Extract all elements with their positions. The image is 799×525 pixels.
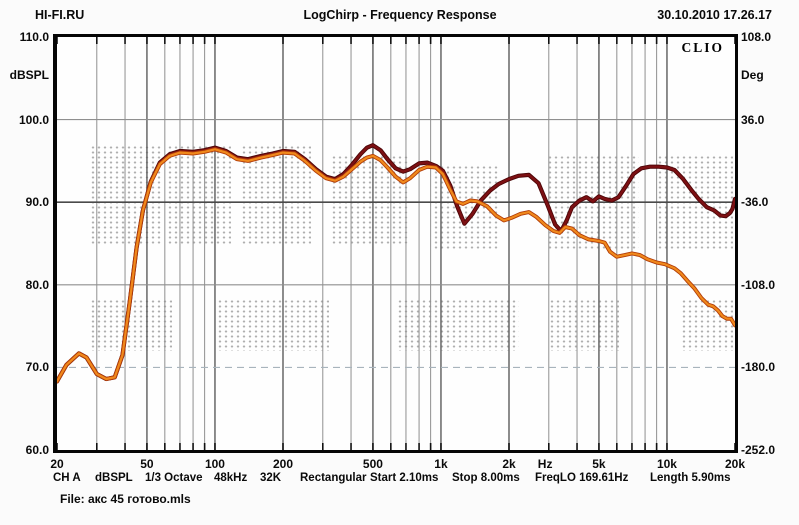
- status-start-time: Start 2.10ms: [370, 472, 439, 484]
- y-axis-tick-right: -108.0: [741, 277, 776, 292]
- page-title: LogChirp - Frequency Response: [303, 8, 497, 22]
- timestamp: 30.10.2010 17.26.17: [657, 8, 772, 22]
- status-stop-time: Stop 8.00ms: [452, 472, 520, 484]
- y-axis-tick-left: 60.0: [25, 443, 49, 457]
- y-axis-tick-left: 100.0: [18, 112, 49, 127]
- watermark-dots: [167, 145, 231, 245]
- y-axis-tick-left: 80.0: [25, 277, 49, 292]
- x-axis-tick: 100: [204, 457, 225, 471]
- x-axis-tick: 20: [50, 457, 64, 471]
- brand-label: HI-FI.RU: [35, 8, 85, 22]
- status-window: Rectangular: [300, 472, 367, 484]
- chart-canvas: [57, 37, 735, 450]
- watermark-dots: [549, 299, 619, 351]
- y-axis-unit-left: dBSPL: [9, 68, 49, 82]
- watermark-dots: [681, 299, 733, 351]
- x-axis-unit: Hz: [537, 457, 553, 471]
- watermark-dots: [217, 299, 329, 351]
- status-channel: CH A: [53, 472, 81, 484]
- y-axis-tick-left: 70.0: [25, 360, 49, 375]
- clio-logo: CLIO: [674, 40, 731, 57]
- x-axis-tick: 10k: [656, 457, 677, 471]
- watermark-dots: [90, 145, 162, 245]
- x-axis-tick: 500: [362, 457, 383, 471]
- x-axis-tick: 5k: [592, 457, 606, 471]
- y-axis-tick-right: -252.0: [741, 443, 776, 457]
- x-axis-tick: 2k: [502, 457, 516, 471]
- file-name: File: акс 45 готово.mls: [60, 492, 191, 506]
- x-axis-tick: 50: [140, 457, 154, 471]
- y-axis-tick-left: 90.0: [25, 195, 49, 210]
- status-samplerate: 48kHz: [214, 472, 248, 484]
- y-axis-tick-left: 110.0: [19, 30, 49, 44]
- status-unit: dBSPL: [95, 472, 133, 484]
- y-axis-tick-right: -180.0: [741, 360, 776, 375]
- y-axis-tick-right: -36.0: [741, 195, 769, 210]
- watermark-dots: [397, 299, 519, 351]
- x-axis-tick: 20k: [724, 457, 746, 471]
- status-freq-lo: FreqLO 169.61Hz: [535, 472, 629, 484]
- y-axis-tick-right: 108.0: [741, 30, 772, 44]
- y-axis-tick-right: 36.0: [741, 112, 765, 127]
- x-axis-tick: 1k: [434, 457, 448, 471]
- frequency-response-plot: CLIO: [53, 34, 738, 453]
- status-fft-size: 32K: [260, 472, 282, 484]
- x-axis-tick: 200: [272, 457, 294, 471]
- status-length: Length 5.90ms: [650, 472, 731, 484]
- y-axis-unit-right: Deg: [741, 68, 764, 82]
- status-smoothing: 1/3 Octave: [145, 472, 203, 484]
